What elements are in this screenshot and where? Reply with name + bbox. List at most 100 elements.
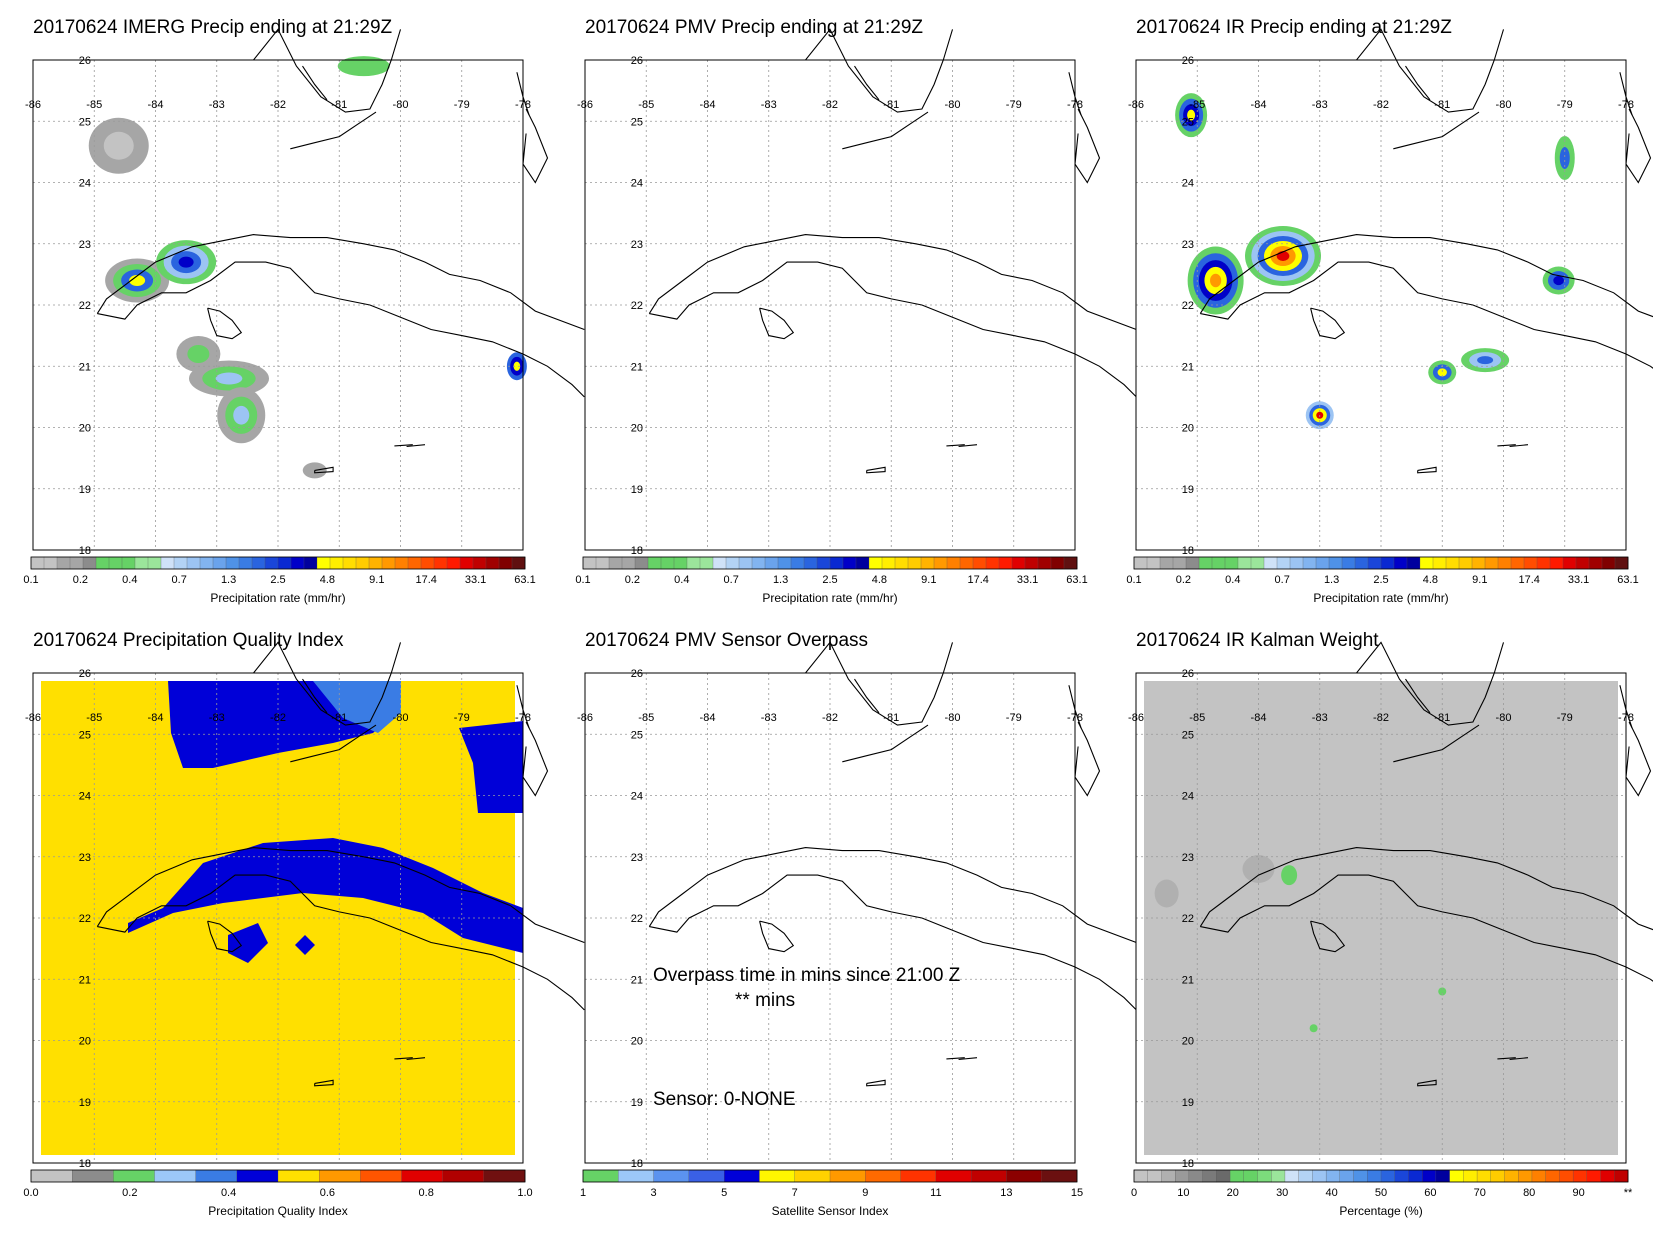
colorbar-title: Precipitation rate (mm/hr): [762, 591, 897, 605]
colorbar-swatch: [1545, 1169, 1560, 1183]
colorbar-swatch: [121, 556, 136, 570]
coastline-segment: [1625, 108, 1652, 184]
lon-tick-label: -84: [1251, 712, 1267, 724]
colorbar-swatch: [1185, 556, 1200, 570]
colorbar-tick-label: 50: [1375, 1187, 1387, 1199]
colorbar-swatch: [959, 556, 974, 570]
colorbar-swatch: [1147, 1169, 1162, 1183]
coastline-segment: [854, 65, 880, 101]
colorbar-swatch: [1380, 1169, 1396, 1183]
colorbar-swatch: [738, 556, 753, 570]
colorbar-swatch: [1037, 556, 1052, 570]
colorbar-swatch: [186, 556, 201, 570]
colorbar-swatch: [1510, 556, 1525, 570]
colorbar-swatch: [407, 556, 422, 570]
map-frame: [584, 59, 1076, 551]
lat-tick-label: 19: [1182, 1097, 1194, 1109]
coastline-segment: [759, 307, 795, 340]
colorbar-swatch: [699, 556, 714, 570]
coastline-segment: [1199, 847, 1653, 931]
lon-tick-label: -81: [1434, 99, 1450, 111]
colorbar-swatch: [1559, 1169, 1574, 1183]
colorbar-swatch: [72, 1169, 114, 1183]
coastline-segment: [207, 307, 243, 340]
lat-tick-label: 24: [631, 791, 643, 803]
coastline-segment: [1497, 444, 1516, 447]
coastline: [648, 641, 1137, 1087]
coastline-segment: [394, 444, 413, 447]
colorbar-swatch: [1394, 1169, 1409, 1183]
coastline-segment: [649, 261, 1137, 398]
colorbar-swatch: [30, 556, 45, 570]
colorbar-swatch: [30, 1169, 73, 1183]
colorbar-swatch: [1257, 1169, 1272, 1183]
sensor-label: Sensor: 0-NONE: [653, 1089, 796, 1110]
colorbar-swatch: [433, 556, 448, 570]
coastline-segment: [774, 28, 954, 113]
lat-tick-label: 23: [79, 852, 91, 864]
quality-field-blue: [459, 721, 523, 813]
overpass-time-label: Overpass time in mins since 21:00 Z: [653, 965, 961, 986]
panel-title-imerg: 20170624 IMERG Precip ending at 21:29Z: [33, 17, 393, 38]
colorbar-swatch: [1237, 556, 1252, 570]
rain-cluster-layer: [103, 131, 134, 160]
colorbar-swatch: [1586, 1169, 1602, 1183]
lon-tick-label: -79: [1557, 712, 1573, 724]
lon-tick-label: -78: [515, 712, 531, 724]
colorbar-swatch: [1471, 556, 1486, 570]
colorbar-tick-label: **: [1624, 1187, 1633, 1199]
colorbar-swatch: [1393, 556, 1408, 570]
lon-tick-label: -85: [1189, 99, 1205, 111]
map-panel-sensor-overpass: -86 -85 -84 -83 -82 -81 -80 -79 -78 26 25 24 23 22 21 2…: [577, 641, 1137, 1218]
colorbar-swatch: [1188, 1169, 1204, 1183]
coastline-segment: [774, 641, 954, 726]
coastline-segment: [1074, 721, 1101, 797]
lat-tick-label: 20: [631, 1036, 643, 1048]
lon-tick-label: -86: [577, 99, 593, 111]
colorbar-swatch: [1523, 556, 1538, 570]
grid: [584, 672, 1076, 1164]
colorbar-swatch: [1422, 1169, 1437, 1183]
panel-title-ir-precip: 20170624 IR Precip ending at 21:29Z: [1136, 17, 1452, 38]
coastline-segment: [1199, 234, 1653, 318]
colorbar-tick-label: 63.1: [1617, 574, 1638, 586]
tick-labels: -86 -85 -84 -83 -82 -81 -80 -79 -78 26 25 24 23 22 21 2…: [577, 55, 1083, 557]
lat-tick-label: 26: [79, 55, 91, 67]
colorbar-tick-label: 9.1: [1472, 574, 1487, 586]
lat-tick-label: 25: [1182, 116, 1194, 128]
colorbar-tick-label: 20: [1227, 1187, 1239, 1199]
colorbar-swatch: [1497, 556, 1512, 570]
colorbar-tick-label: 15: [1071, 1187, 1083, 1199]
rain-cell-layer: [1477, 356, 1494, 365]
colorbar-swatch: [1276, 556, 1291, 570]
colorbar-swatch: [1063, 556, 1078, 570]
colorbar-swatch: [1229, 1169, 1245, 1183]
colorbar-swatch: [56, 556, 71, 570]
colorbar-swatch: [1325, 1169, 1341, 1183]
lon-tick-label: -80: [945, 99, 961, 111]
panel-title-sensor-overpass: 20170624 PMV Sensor Overpass: [585, 630, 869, 651]
lon-tick-label: -80: [393, 99, 409, 111]
lon-tick-label: -85: [638, 99, 654, 111]
coastline-segment: [854, 678, 880, 714]
colorbar-swatch: [900, 1169, 937, 1183]
colorbar-swatch: [160, 556, 175, 570]
lon-tick-label: -83: [1312, 712, 1328, 724]
colorbar-swatch: [1339, 1169, 1355, 1183]
lon-tick-label: -83: [209, 712, 225, 724]
colorbar-swatch: [842, 556, 857, 570]
lon-tick-label: -84: [700, 99, 716, 111]
lat-tick-label: 18: [1182, 545, 1194, 557]
colorbar-swatch: [647, 556, 662, 570]
coastline-segment: [314, 466, 334, 474]
colorbar-swatch: [1146, 556, 1161, 570]
lat-tick-label: 18: [631, 545, 643, 557]
quality-field-blue: [228, 923, 268, 963]
colorbar-swatch: [653, 1169, 690, 1183]
colorbar-swatch: [1341, 556, 1356, 570]
colorbar-tick-label: 4.8: [872, 574, 887, 586]
colorbar-swatch: [1328, 556, 1343, 570]
map-panel-quality-index: -86 -85 -84 -83 -82 -81 -80 -79 -78 26 25 24 23 22 21 2…: [23, 641, 585, 1218]
coastline-segment: [946, 1057, 965, 1060]
lon-tick-label: -86: [1128, 712, 1144, 724]
